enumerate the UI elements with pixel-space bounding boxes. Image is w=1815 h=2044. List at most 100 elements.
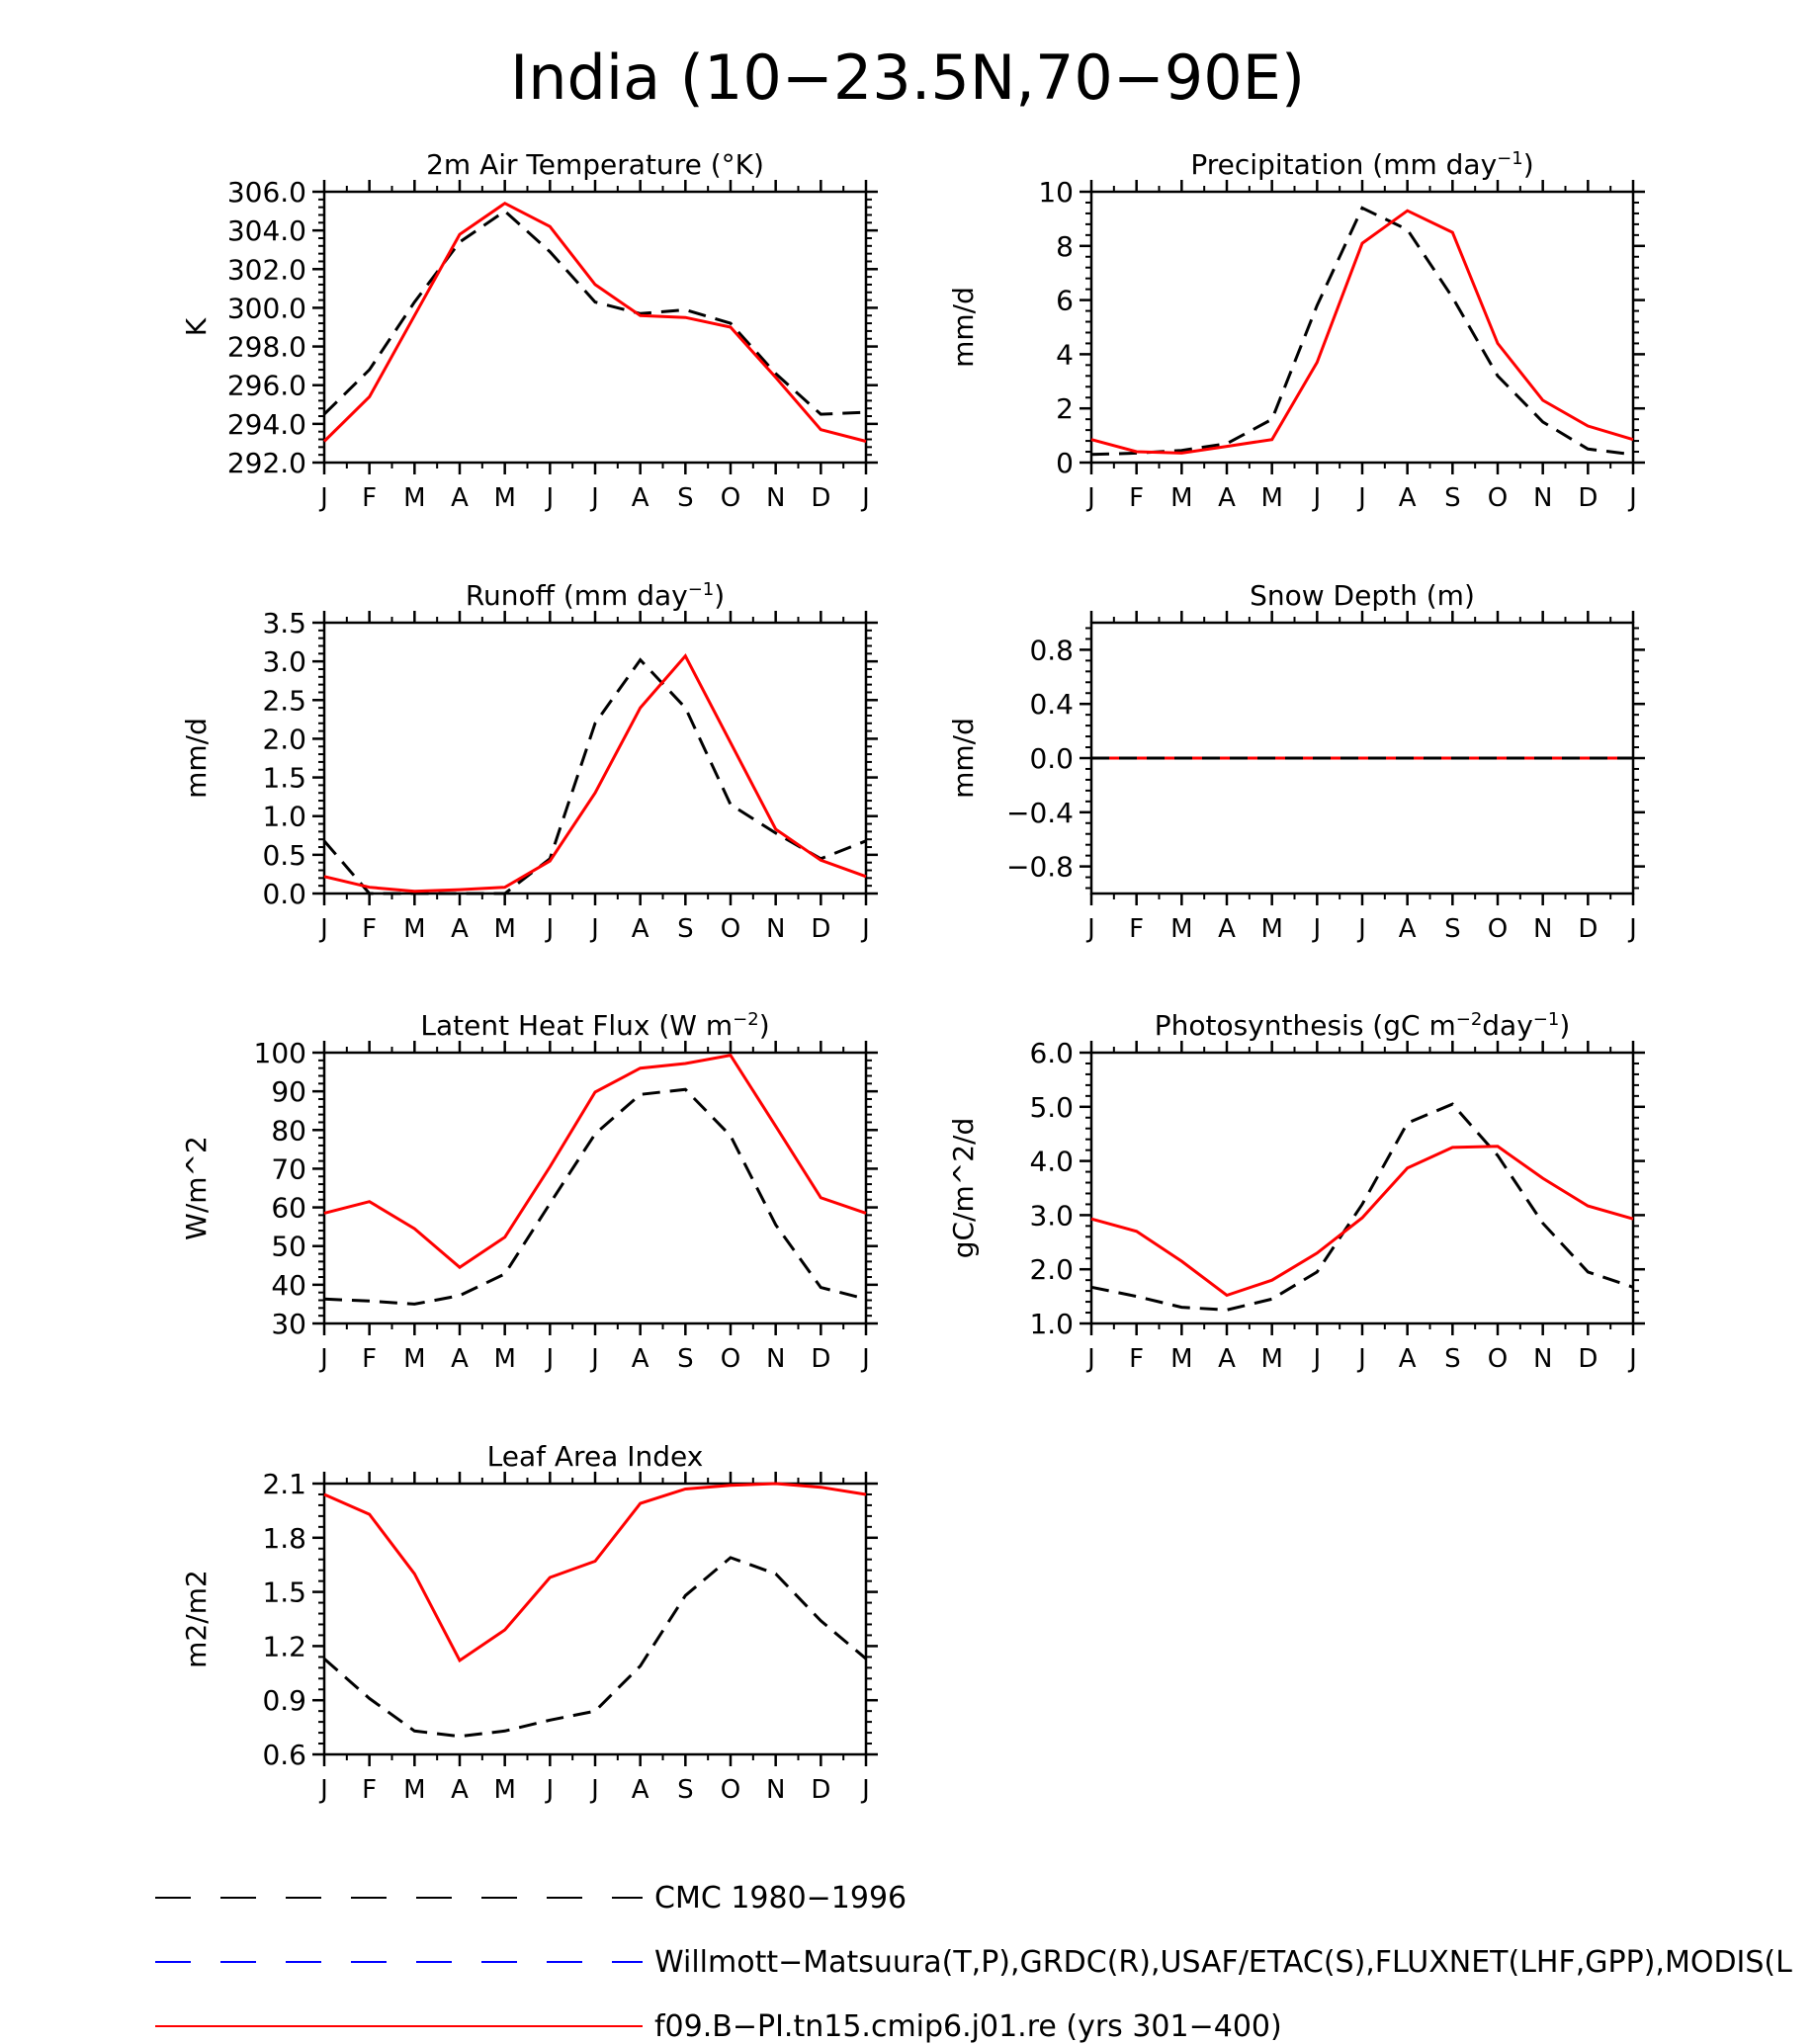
x-tick-label: S: [677, 1775, 694, 1805]
panel-title: 2m Air Temperature (°K): [426, 148, 764, 181]
y-tick-label: 2.0: [1029, 1253, 1074, 1286]
cmc-series-line: [1090, 1102, 1634, 1312]
y-tick-label: 298.0: [227, 331, 306, 364]
x-tick-label: O: [721, 1775, 740, 1805]
x-tick-label: J: [318, 914, 328, 944]
y-tick-label: 0.4: [1029, 688, 1074, 721]
x-tick-label: J: [860, 914, 870, 944]
cmc-series-line: [322, 209, 867, 416]
y-tick-label: 6.0: [1029, 1037, 1074, 1069]
x-tick-label: A: [632, 1775, 649, 1805]
x-tick-label: F: [362, 914, 377, 944]
x-tick-label: J: [544, 1344, 554, 1374]
x-tick-label: J: [544, 914, 554, 944]
y-tick-label: 30: [271, 1308, 306, 1340]
y-tick-label: −0.8: [1006, 851, 1074, 884]
x-tick-label: F: [1129, 483, 1144, 513]
y-tick-label: 0.9: [262, 1684, 306, 1717]
x-tick-label: F: [362, 1775, 377, 1805]
cmc-series-line: [1090, 206, 1634, 457]
y-tick-label: 1.5: [262, 762, 306, 795]
x-tick-label: J: [589, 1775, 599, 1805]
x-tick-label: M: [1170, 1344, 1192, 1374]
x-tick-label: N: [1533, 483, 1552, 513]
title-superscript: −1: [688, 579, 715, 600]
y-axis-label: m2/m2: [180, 1570, 213, 1668]
x-tick-label: J: [1085, 483, 1095, 513]
title-text: Latent Heat Flux (W m: [420, 1009, 733, 1042]
y-tick-label: 296.0: [227, 370, 306, 402]
x-tick-label: S: [677, 914, 694, 944]
x-tick-label: J: [1311, 483, 1321, 513]
y-tick-label: 4: [1056, 338, 1074, 371]
chart-panel-3: J F M A M J J A S O N D J0.00.51.01.52.02.53.03.5Run…: [180, 579, 878, 944]
y-tick-label: 2.0: [262, 723, 306, 755]
x-tick-label: M: [1260, 914, 1282, 944]
plot-frame: [322, 621, 868, 895]
x-tick-label: M: [1260, 483, 1282, 513]
x-tick-label: J: [1085, 1344, 1095, 1374]
x-tick-label: J: [318, 483, 328, 513]
x-tick-label: J: [544, 483, 554, 513]
x-tick-label: J: [1627, 914, 1637, 944]
title-text: ): [1559, 1009, 1570, 1042]
y-tick-label: 0.8: [1029, 634, 1074, 666]
title-superscript: −2: [1456, 1009, 1483, 1030]
panel-title: Leaf Area Index: [487, 1440, 704, 1473]
y-tick-label: 70: [271, 1152, 306, 1185]
x-tick-label: J: [1356, 1344, 1366, 1374]
y-tick-label: 294.0: [227, 408, 306, 441]
cmc-series-line: [322, 657, 867, 895]
y-tick-label: 0.0: [1029, 742, 1074, 775]
x-tick-label: A: [1218, 1344, 1236, 1374]
x-tick-label: A: [632, 1344, 649, 1374]
y-tick-label: 300.0: [227, 292, 306, 324]
x-tick-label: J: [318, 1344, 328, 1374]
chart-panels: J F M A M J J A S O N D J292.0294.0296.0298.0300.030…: [180, 148, 1645, 1805]
title-text: Runoff (mm day: [466, 579, 688, 612]
x-tick-label: M: [493, 1775, 515, 1805]
title-text: Precipitation (mm day: [1190, 148, 1497, 181]
x-tick-label: F: [362, 483, 377, 513]
legend: CMC 1980−1996 Willmott−Matsuura(T,P),GRDC…: [155, 1881, 1792, 2044]
x-tick-label: D: [1578, 914, 1598, 944]
model-series-line: [322, 201, 867, 443]
x-tick-label: J: [860, 1775, 870, 1805]
panel-title: Photosynthesis (gC m−2day−1): [1155, 1009, 1571, 1043]
x-tick-label: J: [860, 483, 870, 513]
x-tick-label: J: [1311, 1344, 1321, 1374]
plot-frame: [322, 190, 868, 465]
y-tick-label: 90: [271, 1075, 306, 1108]
title-text: ): [759, 1009, 770, 1042]
y-tick-label: 100: [254, 1037, 306, 1069]
panel-title: Snow Depth (m): [1250, 579, 1475, 612]
y-axis-label: mm/d: [947, 718, 980, 799]
x-tick-label: N: [766, 914, 785, 944]
panel-title: Precipitation (mm day−1): [1190, 148, 1533, 182]
y-tick-label: 306.0: [227, 176, 306, 209]
cmc-series-line: [323, 1556, 867, 1739]
y-tick-label: 2: [1056, 392, 1074, 425]
legend-entry-3: f09.B−PI.tn15.cmip6.j01.re (yrs 301−400): [155, 2009, 1282, 2044]
x-tick-label: J: [860, 1344, 870, 1374]
y-tick-label: 3.0: [1029, 1199, 1074, 1232]
x-tick-label: J: [1627, 483, 1637, 513]
x-tick-label: D: [1578, 483, 1598, 513]
y-tick-label: 8: [1056, 230, 1074, 263]
y-tick-label: 5.0: [1029, 1091, 1074, 1124]
x-tick-label: M: [493, 483, 515, 513]
legend-label: CMC 1980−1996: [654, 1881, 907, 1916]
y-axis-label: mm/d: [947, 287, 980, 368]
x-tick-label: F: [1129, 1344, 1144, 1374]
plot-frame: [1089, 1051, 1635, 1325]
x-tick-label: M: [403, 483, 425, 513]
page-title: India (10−23.5N,70−90E): [510, 42, 1305, 114]
x-tick-label: M: [403, 1344, 425, 1374]
model-series-line: [1090, 1145, 1634, 1298]
x-tick-label: O: [1488, 483, 1508, 513]
x-tick-label: N: [766, 1344, 785, 1374]
x-tick-label: A: [632, 483, 649, 513]
x-tick-label: M: [403, 914, 425, 944]
